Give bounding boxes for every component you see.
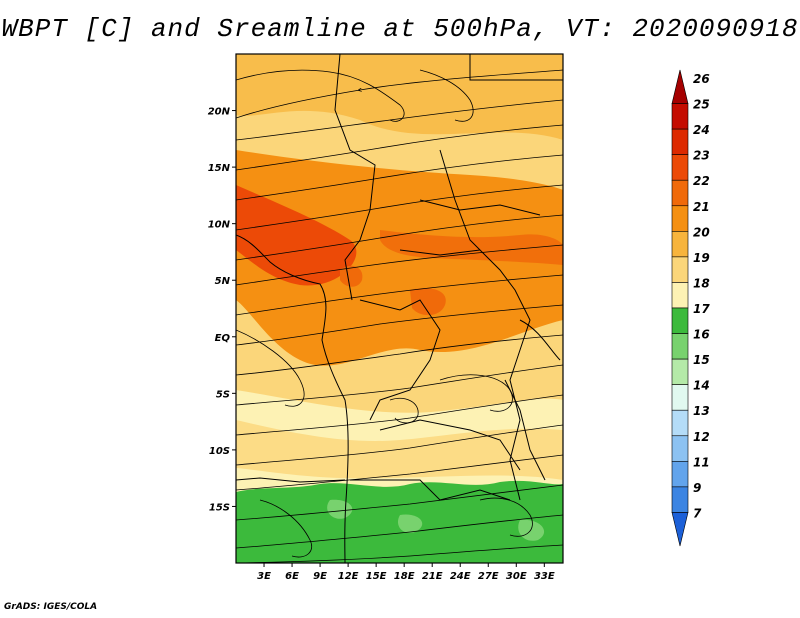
colorbar-swatch	[671, 205, 689, 232]
colorbar: 26 25 24 23 22 21 20 19 18 17 16 15 14 13 12 11 9 7	[671, 69, 710, 547]
lon-tick-label: 30E	[506, 571, 527, 582]
colorbar-swatch	[671, 282, 689, 309]
borders	[236, 54, 563, 563]
lat-tick-label: 10N	[208, 220, 231, 231]
lon-tick-label: 18E	[394, 571, 415, 582]
colorbar-swatch	[671, 384, 689, 411]
lon-tick-label: 6E	[285, 571, 299, 582]
lat-tick-label: 15S	[209, 502, 230, 513]
longitude-axis: 3E 6E 9E 12E 15E 18E 21E 24E 27E 30E 33E	[257, 563, 555, 582]
colorbar-label: 12	[693, 430, 710, 444]
colorbar-label: 7	[693, 506, 702, 520]
colorbar-swatch	[671, 256, 689, 283]
map-title: WBPT [C] and Sreamline at 500hPa, VT: 20…	[1, 14, 799, 44]
lon-tick-label: 27E	[478, 571, 499, 582]
colorbar-label: 16	[693, 328, 710, 342]
lon-tick-label: 15E	[366, 571, 387, 582]
colorbar-swatch	[671, 179, 689, 207]
colorbar-label: 26	[693, 72, 710, 86]
colorbar-label: 25	[693, 98, 710, 112]
colorbar-label: 18	[693, 276, 710, 290]
lon-tick-label: 24E	[450, 571, 471, 582]
colorbar-label: 21	[693, 200, 710, 214]
colorbar-swatch	[671, 69, 689, 104]
lat-tick-label: 20N	[208, 107, 231, 118]
lon-tick-label: 9E	[313, 571, 327, 582]
colorbar-swatch	[671, 461, 689, 488]
lat-tick-label: 10S	[209, 446, 230, 457]
colorbar-swatch	[671, 512, 689, 547]
colorbar-label: 24	[693, 123, 710, 137]
colorbar-swatch	[671, 333, 689, 360]
colorbar-label: 13	[693, 404, 710, 418]
lat-tick-label: 5S	[216, 389, 230, 400]
lon-tick-label: 33E	[534, 571, 555, 582]
colorbar-swatch	[671, 231, 689, 258]
colorbar-label: 20	[693, 225, 710, 239]
grads-credit: GrADS: IGES/COLA	[4, 602, 98, 612]
colorbar-label: 9	[693, 481, 701, 495]
lon-tick-label: 12E	[338, 571, 359, 582]
colorbar-swatch	[671, 358, 689, 385]
colorbar-swatch	[671, 409, 689, 437]
colorbar-label: 11	[693, 455, 710, 469]
colorbar-label: 19	[693, 251, 710, 265]
lat-tick-label: EQ	[215, 333, 231, 344]
latitude-axis: 20N 15N 10N 5N EQ 5S 10S 15S	[208, 107, 236, 513]
lat-tick-label: 5N	[215, 276, 231, 287]
colorbar-label: 15	[693, 353, 710, 367]
colorbar-label: 14	[693, 379, 710, 393]
colorbar-swatch	[671, 128, 689, 155]
colorbar-swatch	[671, 103, 689, 130]
lat-tick-label: 15N	[208, 163, 231, 174]
colorbar-swatch	[671, 307, 689, 334]
wbpt-field	[236, 54, 563, 563]
colorbar-label: 17	[693, 302, 710, 316]
colorbar-swatch	[671, 486, 689, 513]
colorbar-swatch	[671, 435, 689, 462]
colorbar-label: 22	[693, 174, 710, 188]
lon-tick-label: 3E	[257, 571, 271, 582]
colorbar-label: 23	[693, 149, 710, 163]
map-frame	[235, 53, 564, 564]
colorbar-swatch	[671, 154, 689, 181]
streamlines	[236, 69, 563, 563]
lon-tick-label: 21E	[422, 571, 443, 582]
